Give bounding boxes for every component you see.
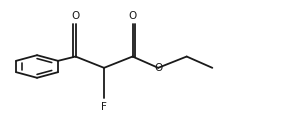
Text: O: O — [154, 63, 162, 74]
Text: F: F — [101, 102, 107, 112]
Text: O: O — [129, 11, 137, 21]
Text: O: O — [72, 11, 80, 21]
